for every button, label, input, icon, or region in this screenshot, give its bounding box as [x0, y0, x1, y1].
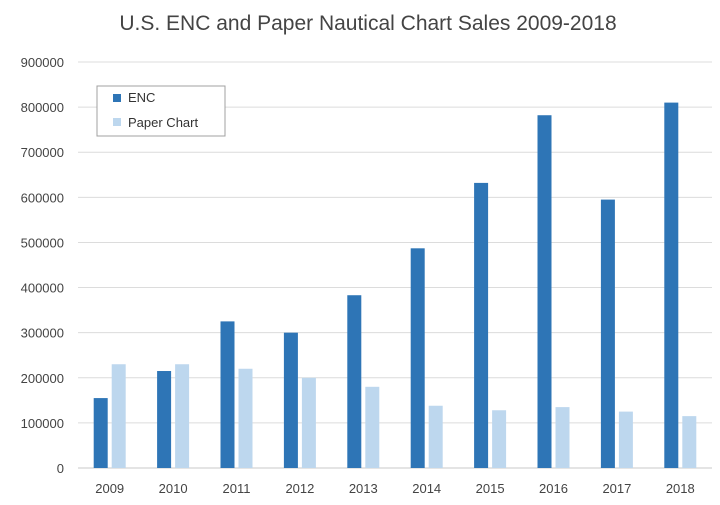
y-tick-label: 300000 [21, 326, 64, 341]
bar-paper-chart [682, 416, 697, 468]
legend: ENC Paper Chart [96, 85, 226, 137]
bar-enc [410, 248, 425, 468]
x-tick-label: 2009 [95, 481, 124, 496]
y-tick-label: 900000 [21, 55, 64, 70]
bar-paper-chart [492, 410, 507, 468]
y-tick-label: 200000 [21, 371, 64, 386]
bar-paper-chart [175, 364, 190, 468]
x-axis-ticks: 2009 2010 2011 2012 2013 2014 2015 2016 2017 2018 [95, 481, 695, 496]
x-tick-label: 2014 [412, 481, 441, 496]
y-axis-ticks: 0 100000 200000 300000 400000 500000 600000 700… [21, 55, 64, 476]
x-tick-label: 2012 [285, 481, 314, 496]
bars [93, 102, 697, 469]
y-tick-label: 0 [57, 461, 64, 476]
y-tick-label: 800000 [21, 100, 64, 115]
bar-paper-chart [365, 386, 380, 468]
bar-enc [93, 398, 108, 468]
bar-paper-chart [555, 407, 570, 468]
bar-enc [157, 371, 172, 468]
x-tick-label: 2013 [349, 481, 378, 496]
y-tick-label: 400000 [21, 281, 64, 296]
bar-enc [347, 295, 362, 468]
x-tick-label: 2016 [539, 481, 568, 496]
bar-enc [283, 332, 298, 468]
y-tick-label: 600000 [21, 190, 64, 205]
bar-paper-chart [111, 364, 126, 468]
bar-enc [220, 321, 235, 468]
bar-paper-chart [428, 405, 443, 468]
bar-paper-chart [238, 368, 253, 468]
bar-enc [537, 115, 552, 468]
legend-label-enc: ENC [128, 90, 155, 105]
bar-paper-chart [618, 411, 633, 468]
bar-enc [664, 102, 679, 468]
y-tick-label: 500000 [21, 235, 64, 250]
x-tick-label: 2015 [476, 481, 505, 496]
legend-swatch-enc [113, 94, 121, 102]
x-tick-label: 2017 [602, 481, 631, 496]
x-tick-label: 2011 [223, 481, 251, 496]
legend-label-paper-chart: Paper Chart [128, 115, 198, 130]
x-tick-label: 2018 [666, 481, 695, 496]
bar-enc [474, 182, 489, 469]
bar-paper-chart [301, 377, 316, 468]
bar-enc [600, 199, 615, 469]
legend-swatch-paper-chart [113, 118, 121, 126]
x-tick-label: 2010 [159, 481, 188, 496]
y-tick-label: 100000 [21, 416, 64, 431]
y-tick-label: 700000 [21, 145, 64, 160]
chart-title: U.S. ENC and Paper Nautical Chart Sales … [119, 12, 616, 35]
